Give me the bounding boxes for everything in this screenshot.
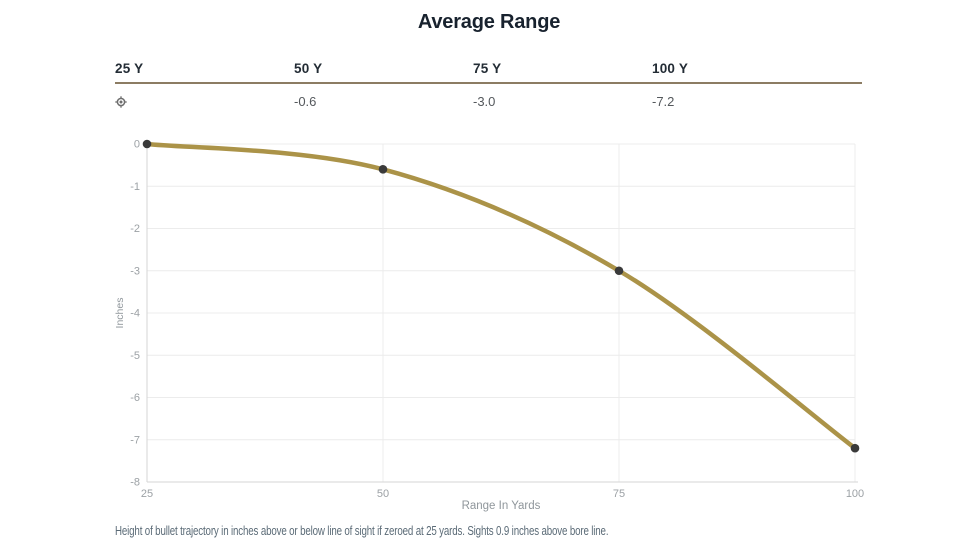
x-tick-label: 50 bbox=[377, 488, 389, 500]
y-axis-title: Inches bbox=[114, 298, 126, 329]
data-point bbox=[378, 165, 388, 174]
y-tick-label: 0 bbox=[134, 139, 140, 151]
page-title: Average Range bbox=[417, 11, 561, 33]
range-header-100y: 100 Y bbox=[652, 61, 689, 76]
x-tick-label: 100 bbox=[846, 488, 864, 500]
x-tick-label: 75 bbox=[613, 488, 625, 500]
y-tick-label: -6 bbox=[130, 392, 140, 404]
chart-caption: Height of bullet trajectory in inches ab… bbox=[115, 524, 609, 538]
data-point bbox=[614, 266, 624, 276]
target-icon bbox=[115, 95, 127, 108]
y-tick-label: -5 bbox=[130, 350, 140, 362]
y-tick-label: -2 bbox=[130, 223, 140, 235]
zero-point-cell bbox=[115, 95, 294, 108]
range-header-75y: 75 Y bbox=[473, 61, 502, 76]
x-tick-label: 25 bbox=[141, 488, 153, 500]
drop-value-100y: -7.2 bbox=[652, 93, 675, 109]
data-point bbox=[850, 443, 860, 453]
y-tick-label: -1 bbox=[130, 181, 140, 193]
drop-value-75y: -3.0 bbox=[473, 93, 496, 109]
drop-value-50y: -0.6 bbox=[294, 93, 317, 109]
range-header-25y: 25 Y bbox=[115, 61, 144, 76]
trajectory-line bbox=[144, 141, 858, 451]
y-tick-label: -8 bbox=[130, 477, 140, 489]
y-tick-label: -7 bbox=[130, 434, 140, 446]
y-tick-label: -4 bbox=[130, 308, 140, 320]
data-point bbox=[142, 139, 152, 149]
y-tick-label: -3 bbox=[130, 265, 140, 277]
range-table-values: -0.6 -3.0 -7.2 bbox=[115, 93, 831, 109]
range-header-50y: 50 Y bbox=[294, 61, 323, 76]
table-divider bbox=[115, 82, 862, 84]
x-axis-title: Range In Yards bbox=[462, 500, 541, 512]
range-table-header: 25 Y 50 Y 75 Y 100 Y bbox=[115, 61, 831, 76]
